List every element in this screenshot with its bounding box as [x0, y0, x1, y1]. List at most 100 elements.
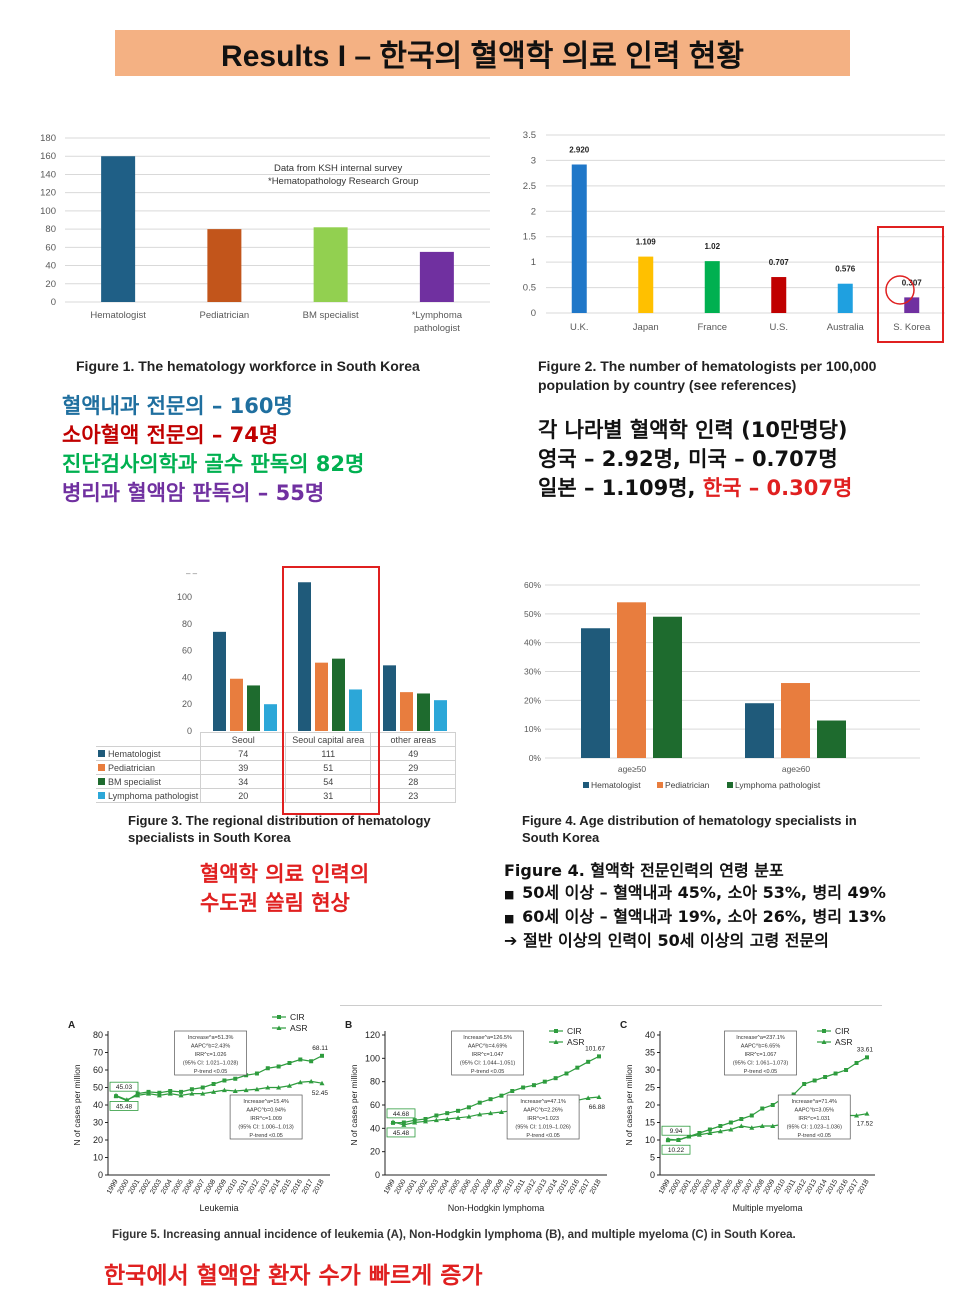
summary-line-hematologist: 혈액내과 전문의 – 160명	[62, 394, 293, 418]
fig3-note-line1: 혈액학 의료 인력의	[200, 862, 370, 886]
point-cir	[488, 1097, 493, 1102]
x-tick-label: age≥50	[618, 764, 647, 774]
point-asr	[276, 1085, 282, 1090]
x-tick-label: pathologist	[414, 323, 460, 334]
point-cir	[265, 1066, 270, 1071]
fig3-col-other: other areas	[370, 732, 457, 747]
x-tick-label: 2018	[857, 1178, 871, 1195]
bar-bm-specialist	[332, 658, 345, 731]
annotation-text: IRR^c=1.067	[745, 1052, 777, 1058]
point-cir	[728, 1120, 733, 1125]
annotation-text: IRR^c=1.023	[527, 1116, 559, 1122]
end-label: 101.67	[585, 1045, 605, 1052]
bar-hematologist	[213, 631, 226, 731]
bar-5	[837, 283, 853, 313]
bar-hematologist	[581, 628, 610, 758]
y-tick-label: 30%	[524, 667, 541, 677]
point-cir	[157, 1090, 162, 1095]
point-cir	[179, 1089, 184, 1094]
annotation-text: AAPC^b=0.94%	[246, 1108, 286, 1114]
point-asr	[717, 1128, 723, 1134]
y-tick-label: 0%	[529, 753, 542, 763]
point-asr	[749, 1125, 755, 1130]
y-tick-label: 0	[531, 308, 536, 319]
point-asr	[265, 1085, 271, 1090]
x-tick-label: S. Korea	[893, 322, 931, 333]
point-asr	[444, 1116, 450, 1121]
y-tick-label: 50	[93, 1083, 103, 1093]
start-label: 45.03	[116, 1084, 133, 1091]
point-cir	[791, 1092, 796, 1097]
y-tick-label: 0	[650, 1170, 655, 1180]
point-asr	[477, 1111, 483, 1117]
bar-1	[101, 156, 136, 302]
y-tick-label: 15	[645, 1118, 655, 1128]
panel-label: C	[620, 1020, 627, 1031]
fig5-note: 한국에서 혈액암 환자 수가 빠르게 증가	[104, 1263, 483, 1289]
fig2-summary-line2: 영국 – 2.92명, 미국 – 0.707명	[538, 447, 838, 471]
y-tick-label: 0	[187, 726, 192, 736]
point-asr	[178, 1092, 184, 1098]
point-cir	[760, 1106, 765, 1111]
point-asr	[412, 1120, 418, 1125]
fig2-summary-line1: 각 나라별 혈액학 인력 (10만명당)	[538, 418, 848, 442]
point-cir	[510, 1089, 515, 1093]
point-cir	[553, 1076, 558, 1081]
annotation-text: AAPC^b=2.26%	[523, 1108, 563, 1114]
fig5-top-rule	[340, 1005, 882, 1006]
annotation-text: Increase^a=47.1%	[520, 1099, 566, 1105]
y-tick-label: 1.5	[523, 232, 536, 243]
x-tick-label: 2018	[312, 1178, 326, 1195]
fig3-cell: 28	[370, 774, 457, 789]
y-tick-label: 5	[650, 1153, 655, 1163]
point-asr	[466, 1114, 472, 1119]
annotation-box	[777, 1094, 851, 1140]
y-tick-label: 10	[645, 1135, 655, 1145]
point-cir	[844, 1068, 849, 1072]
bar-pediatrician	[400, 692, 413, 731]
point-asr	[864, 1111, 870, 1116]
y-tick-label: 100	[365, 1053, 380, 1063]
annotation-text: (95% CI: 1.019–1.026)	[515, 1125, 571, 1131]
y-tick-label: 20	[645, 1100, 655, 1110]
point-asr	[759, 1123, 765, 1128]
annotation-text: AAPC^b=2.43%	[191, 1044, 231, 1050]
point-asr	[433, 1117, 439, 1123]
annotation-text: Increase^a=126.5%	[463, 1035, 512, 1041]
fig3-cell: 29	[370, 760, 457, 775]
bar-hematologist	[298, 582, 311, 731]
y-tick-label: 20	[182, 699, 192, 709]
point-cir	[865, 1055, 869, 1060]
bar-pediatrician	[315, 662, 328, 731]
legend-label-cir: CIR	[567, 1026, 582, 1036]
x-tick-label: Pediatrician	[200, 310, 250, 321]
annotation-text: (95% CI: 1.021–1.028)	[183, 1061, 239, 1067]
summary-line-pediatric: 소아혈액 전문의 – 74명	[62, 423, 279, 447]
fig2-chart: 0 0.5 1 1.5 2 2.5 3 3.5 2.920 1.109 1.02 0.707 0.576…	[523, 130, 945, 343]
y-tick-label: 50%	[524, 609, 541, 619]
point-asr	[707, 1130, 713, 1135]
y-tick-label: 70	[93, 1048, 103, 1058]
point-asr	[401, 1122, 407, 1127]
end-label: 68.11	[312, 1045, 328, 1052]
bar-bm-specialist	[247, 685, 260, 731]
fig1-note-line1: Data from KSH internal survey	[274, 163, 403, 174]
y-tick-label: 3	[531, 155, 536, 166]
point-cir	[823, 1075, 828, 1079]
y-tick-label: 10	[93, 1153, 103, 1163]
y-tick-label: 40	[182, 672, 192, 682]
y-tick-label: 120	[40, 188, 56, 199]
legend-marker-cir	[822, 1029, 826, 1033]
fig3-cell: 49	[370, 746, 457, 761]
point-cir	[802, 1082, 807, 1086]
point-asr	[211, 1089, 217, 1094]
legend-marker-cir	[277, 1015, 281, 1019]
y-tick-label: 0	[51, 297, 56, 308]
point-asr	[113, 1092, 119, 1098]
annotation-text: P-trend <0.05	[798, 1133, 831, 1139]
panel-label: B	[345, 1020, 352, 1031]
legend-label: Lymphoma pathologist	[735, 780, 821, 790]
point-asr	[232, 1088, 238, 1093]
point-cir	[521, 1085, 526, 1090]
fig2-caption: Figure 2. The number of hematologists pe…	[538, 357, 876, 395]
